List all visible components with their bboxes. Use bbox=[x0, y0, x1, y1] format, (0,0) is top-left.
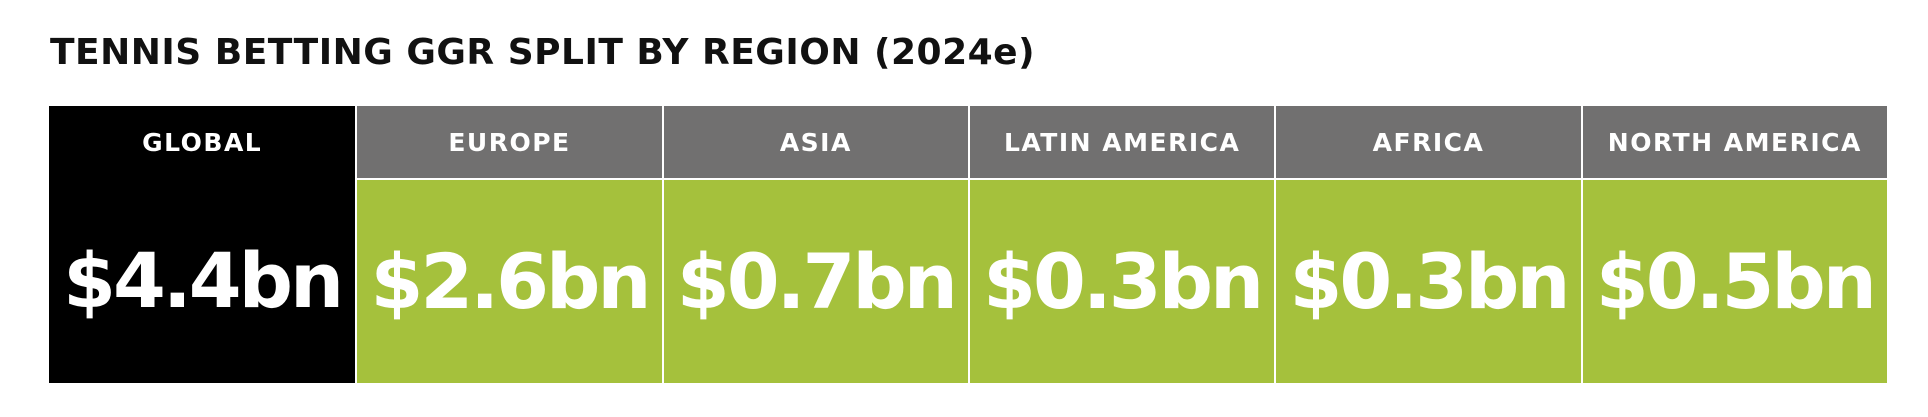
header-asia: ASIA bbox=[661, 106, 968, 178]
header-europe: EUROPE bbox=[355, 106, 662, 178]
value-asia: $0.7bn bbox=[661, 178, 968, 383]
value-north-america: $0.5bn bbox=[1580, 178, 1887, 383]
value-africa: $0.3bn bbox=[1274, 178, 1581, 383]
value-europe: $2.6bn bbox=[355, 178, 662, 383]
chart-title: TENNIS BETTING GGR SPLIT BY REGION (2024… bbox=[50, 32, 1036, 73]
value-latin-america: $0.3bn bbox=[968, 178, 1275, 383]
value-global: $4.4bn bbox=[49, 178, 356, 383]
header-africa: AFRICA bbox=[1274, 106, 1581, 178]
header-latin-america: LATIN AMERICA bbox=[968, 106, 1275, 178]
region-table: GLOBAL EUROPE ASIA LATIN AMERICA AFRICA … bbox=[49, 106, 1887, 383]
header-north-america: NORTH AMERICA bbox=[1580, 106, 1887, 178]
header-global: GLOBAL bbox=[49, 106, 356, 178]
